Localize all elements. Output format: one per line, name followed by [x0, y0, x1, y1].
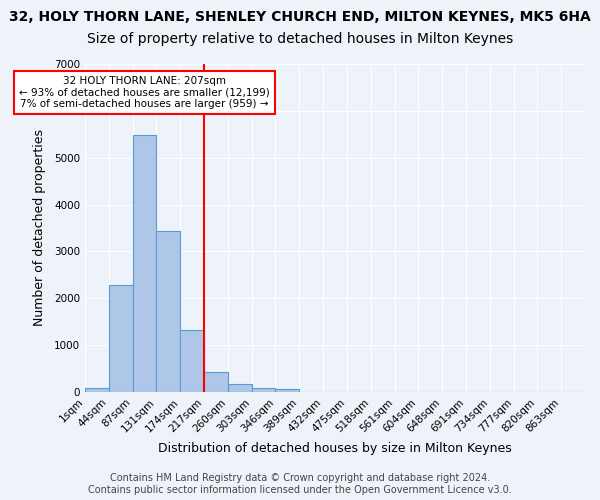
- Bar: [275, 389, 299, 392]
- Bar: [251, 388, 275, 392]
- Bar: [85, 388, 109, 392]
- X-axis label: Distribution of detached houses by size in Milton Keynes: Distribution of detached houses by size …: [158, 442, 512, 455]
- Bar: [133, 135, 157, 392]
- Bar: [204, 372, 228, 392]
- Bar: [157, 231, 180, 392]
- Text: 32 HOLY THORN LANE: 207sqm
← 93% of detached houses are smaller (12,199)
7% of s: 32 HOLY THORN LANE: 207sqm ← 93% of deta…: [19, 76, 270, 109]
- Y-axis label: Number of detached properties: Number of detached properties: [32, 130, 46, 326]
- Text: 32, HOLY THORN LANE, SHENLEY CHURCH END, MILTON KEYNES, MK5 6HA: 32, HOLY THORN LANE, SHENLEY CHURCH END,…: [9, 10, 591, 24]
- Bar: [180, 330, 204, 392]
- Bar: [228, 384, 251, 392]
- Text: Size of property relative to detached houses in Milton Keynes: Size of property relative to detached ho…: [87, 32, 513, 46]
- Text: Contains HM Land Registry data © Crown copyright and database right 2024.
Contai: Contains HM Land Registry data © Crown c…: [88, 474, 512, 495]
- Bar: [109, 285, 133, 392]
